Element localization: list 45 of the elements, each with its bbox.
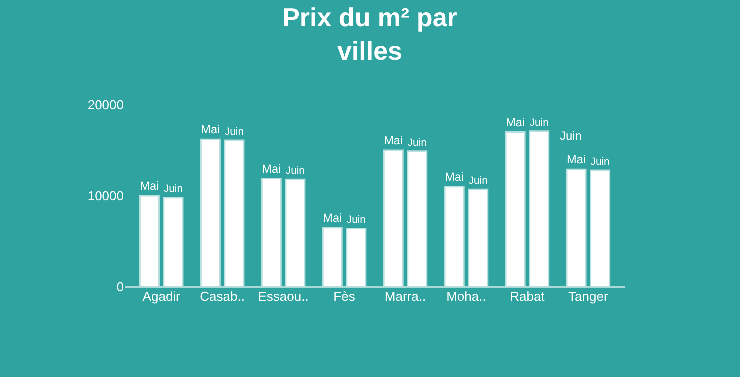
- series-label: Juin: [530, 118, 550, 129]
- text: Mai: [262, 162, 282, 176]
- x-tick-label: Moha..: [446, 289, 486, 304]
- x-tick-label: Fès: [334, 289, 356, 304]
- y-tick-label: 20000: [88, 98, 124, 113]
- bar: [529, 130, 550, 287]
- text: Mai: [445, 170, 464, 184]
- chart-title: Prix du m² par villes: [282, 2, 458, 66]
- bar: [590, 170, 611, 287]
- bar: [407, 150, 428, 287]
- y-tick-label: 0: [116, 280, 124, 295]
- annotation: Juin: [560, 129, 582, 143]
- x-tick-label: Essaou..: [258, 289, 309, 304]
- bar: [468, 188, 489, 287]
- text: Mai: [506, 116, 526, 130]
- series-label: Mai: [140, 179, 160, 194]
- text: Mai: [201, 124, 220, 137]
- text: Juin: [590, 156, 610, 168]
- bar: [346, 228, 367, 287]
- bar: [505, 132, 526, 287]
- bar: [285, 178, 306, 287]
- bar: [224, 140, 245, 287]
- bar: [163, 197, 184, 287]
- text: Mai: [567, 152, 586, 167]
- x-tick-label: Casab..: [200, 289, 245, 304]
- bar: [383, 150, 404, 287]
- y-tick-label: 10000: [88, 188, 124, 204]
- bar: [261, 178, 282, 287]
- text: Juin: [468, 176, 488, 188]
- x-tick-label: Marra..: [384, 289, 426, 304]
- bar: [139, 195, 160, 287]
- bar: [444, 186, 465, 287]
- x-tick-label: Tanger: [568, 289, 609, 304]
- x-tick-label: Agadir: [142, 289, 182, 304]
- bar: [200, 138, 221, 287]
- text: Juin: [164, 184, 183, 196]
- bar: [322, 227, 343, 287]
- text: Juin: [346, 215, 366, 226]
- text: Juin: [286, 166, 305, 178]
- text: Juin: [408, 138, 427, 149]
- bar: [566, 168, 587, 287]
- text: Mai: [384, 134, 404, 148]
- text: Mai: [323, 212, 342, 225]
- text: Juin: [224, 126, 244, 138]
- x-tick-label: Rabat: [510, 289, 546, 304]
